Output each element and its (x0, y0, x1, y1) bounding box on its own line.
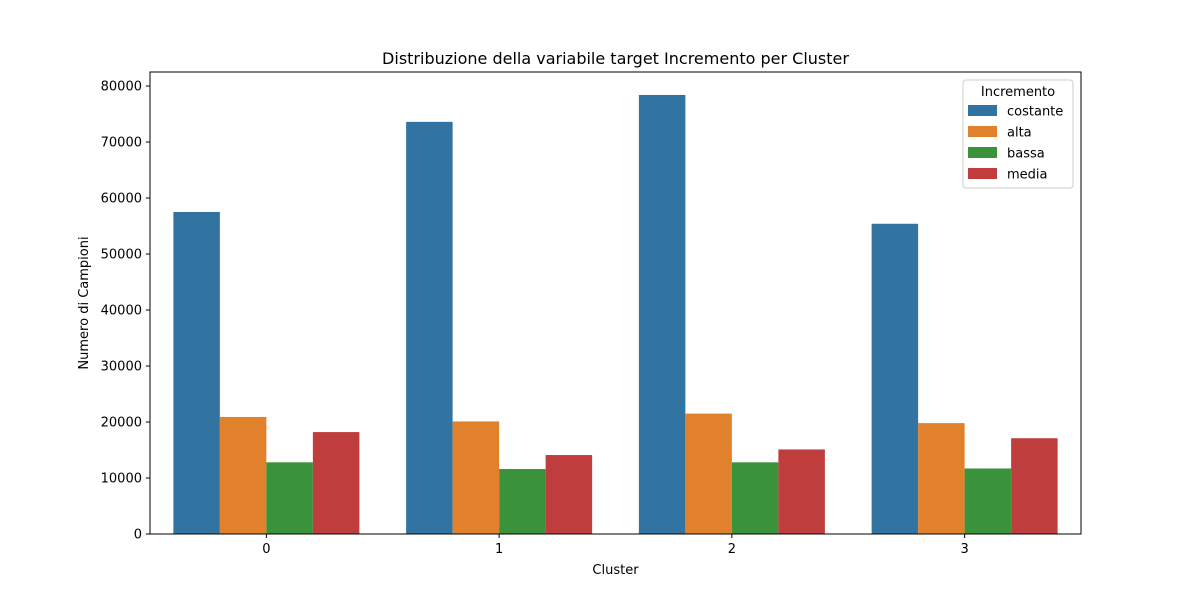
legend-swatch-costante (968, 105, 997, 116)
legend: Incremento costante alta bassa media (962, 79, 1074, 189)
bar-media-cluster-1 (545, 455, 593, 534)
x-axis-label: Cluster (592, 563, 639, 578)
bar-alta-cluster-1 (452, 421, 500, 534)
y-axis: 0 10000 20000 30000 40000 50000 60000 70000 8000… (101, 80, 150, 543)
bar-alta-cluster-0 (219, 416, 267, 534)
y-tick-label: 20000 (101, 416, 142, 431)
y-axis-label: Numero di Campioni (77, 236, 92, 369)
legend-swatch-bassa (968, 147, 997, 158)
x-tick-label: 0 (262, 542, 270, 557)
x-tick-label: 3 (960, 542, 968, 557)
bar-costante-cluster-1 (406, 121, 453, 534)
bar-costante-cluster-0 (173, 212, 220, 534)
y-tick-label: 0 (134, 528, 142, 543)
bar-bassa-cluster-3 (964, 468, 1012, 534)
bar-alta-cluster-2 (685, 413, 732, 534)
legend-label-bassa: bassa (1007, 147, 1045, 162)
legend-label-alta: alta (1007, 126, 1032, 141)
bar-media-cluster-2 (778, 449, 825, 534)
plot-frame (149, 71, 1082, 535)
bar-media-cluster-3 (1011, 438, 1058, 534)
bars (173, 94, 1058, 535)
y-tick-label: 80000 (101, 80, 142, 95)
y-tick-label: 40000 (101, 304, 142, 319)
legend-label-media: media (1007, 168, 1048, 183)
bar-costante-cluster-2 (638, 94, 686, 535)
x-tick-label: 2 (728, 542, 736, 557)
y-tick-label: 70000 (101, 136, 142, 151)
x-axis: 0 1 2 3 (262, 534, 969, 557)
y-tick-label: 60000 (101, 192, 142, 207)
legend-swatch-alta (968, 126, 997, 137)
bar-costante-cluster-3 (871, 223, 919, 534)
y-tick-label: 10000 (101, 472, 142, 487)
bar-bassa-cluster-2 (731, 462, 779, 534)
y-tick-label: 30000 (101, 360, 142, 375)
legend-swatch-media (968, 168, 997, 179)
bar-bassa-cluster-1 (499, 469, 546, 534)
legend-label-costante: costante (1007, 105, 1063, 120)
bar-alta-cluster-3 (918, 423, 965, 534)
y-tick-label: 50000 (101, 248, 142, 263)
bar-media-cluster-0 (312, 432, 360, 534)
legend-title: Incremento (981, 85, 1055, 100)
chart-title: Distribuzione della variabile target Inc… (382, 49, 849, 68)
x-tick-label: 1 (495, 542, 503, 557)
bar-bassa-cluster-0 (266, 462, 313, 534)
